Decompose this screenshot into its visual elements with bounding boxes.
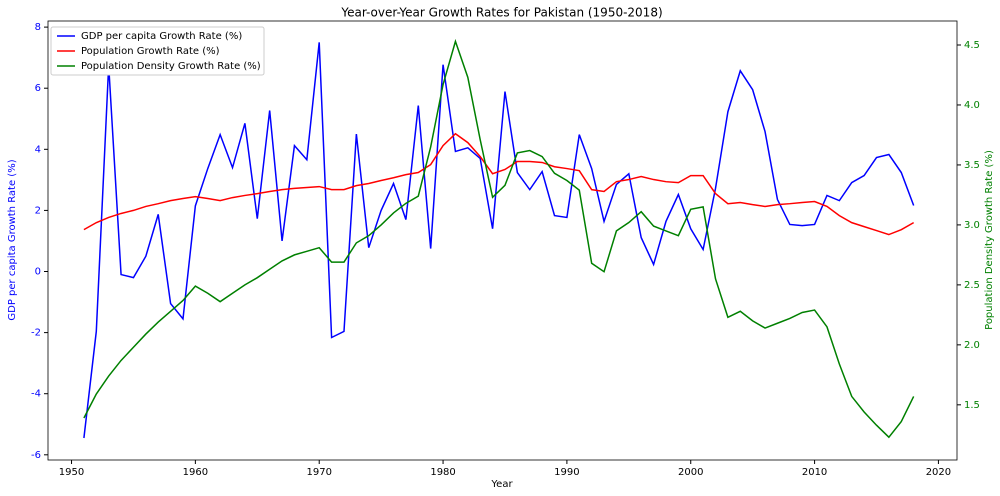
series-line <box>83 38 915 439</box>
y-tick-label: 4 <box>35 144 41 155</box>
x-tick-label: 2020 <box>926 467 951 478</box>
y-tick-label: -2 <box>31 328 41 339</box>
x-tick-label: 1950 <box>59 467 84 478</box>
x-tick-label: 2000 <box>678 467 703 478</box>
chart-title: Year-over-Year Growth Rates for Pakistan… <box>340 6 662 20</box>
x-tick-label: 2010 <box>802 467 827 478</box>
y2-tick-label: 2.5 <box>964 280 980 291</box>
y2-tick-label: 4.0 <box>964 100 980 111</box>
y2-tick-label: 2.0 <box>964 340 980 351</box>
series-line <box>83 132 915 236</box>
legend-box <box>50 26 265 76</box>
y-tick-label: 2 <box>35 205 41 216</box>
legend-label: Population Growth Rate (%) <box>81 46 220 57</box>
y-tick-label: 6 <box>35 83 41 94</box>
y2-tick-label: 3.5 <box>964 160 980 171</box>
legend-label: GDP per capita Growth Rate (%) <box>81 31 242 42</box>
x-axis-label: Year <box>490 479 513 490</box>
x-tick-label: 1960 <box>183 467 208 478</box>
y2-tick-label: 3.0 <box>964 220 980 231</box>
y-tick-label: -4 <box>31 389 41 400</box>
plot-frame <box>47 20 958 461</box>
legend-label: Population Density Growth Rate (%) <box>81 61 261 72</box>
x-tick-label: 1970 <box>306 467 331 478</box>
y-tick-label: 0 <box>35 267 41 278</box>
y2-tick-label: 1.5 <box>964 400 980 411</box>
y2-tick-label: 4.5 <box>964 40 980 51</box>
x-tick-label: 1980 <box>430 467 455 478</box>
y2-axis-label: Population Density Growth Rate (%) <box>984 150 995 330</box>
y-tick-label: 8 <box>35 22 41 33</box>
y-tick-label: -6 <box>31 450 41 461</box>
x-tick-label: 1990 <box>554 467 579 478</box>
series-line <box>83 42 915 439</box>
y-axis-label: GDP per capita Growth Rate (%) <box>7 159 18 320</box>
